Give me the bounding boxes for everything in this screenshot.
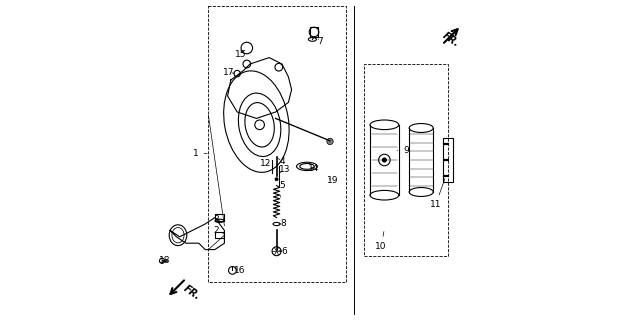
Circle shape <box>327 138 333 145</box>
Text: 15: 15 <box>235 50 246 59</box>
Text: 10: 10 <box>376 232 387 251</box>
Text: FR.: FR. <box>440 31 461 49</box>
Text: 14: 14 <box>308 164 319 172</box>
Circle shape <box>274 177 278 181</box>
Text: 2: 2 <box>214 226 224 235</box>
Text: 11: 11 <box>430 179 445 209</box>
Text: 13: 13 <box>278 165 290 174</box>
Text: 3: 3 <box>214 215 220 224</box>
Text: 7: 7 <box>318 37 323 46</box>
Text: 1: 1 <box>193 149 207 158</box>
Text: 17: 17 <box>224 68 235 76</box>
Text: 19: 19 <box>327 176 339 185</box>
Circle shape <box>382 157 387 163</box>
Text: 6: 6 <box>279 247 287 256</box>
Text: 16: 16 <box>234 266 246 275</box>
Text: 5: 5 <box>279 181 285 197</box>
Text: 8: 8 <box>279 220 286 228</box>
Text: 4: 4 <box>278 157 285 166</box>
Text: 9: 9 <box>397 146 409 155</box>
Text: 18: 18 <box>160 256 171 265</box>
Text: FR.: FR. <box>181 284 202 302</box>
Text: 12: 12 <box>261 159 272 168</box>
